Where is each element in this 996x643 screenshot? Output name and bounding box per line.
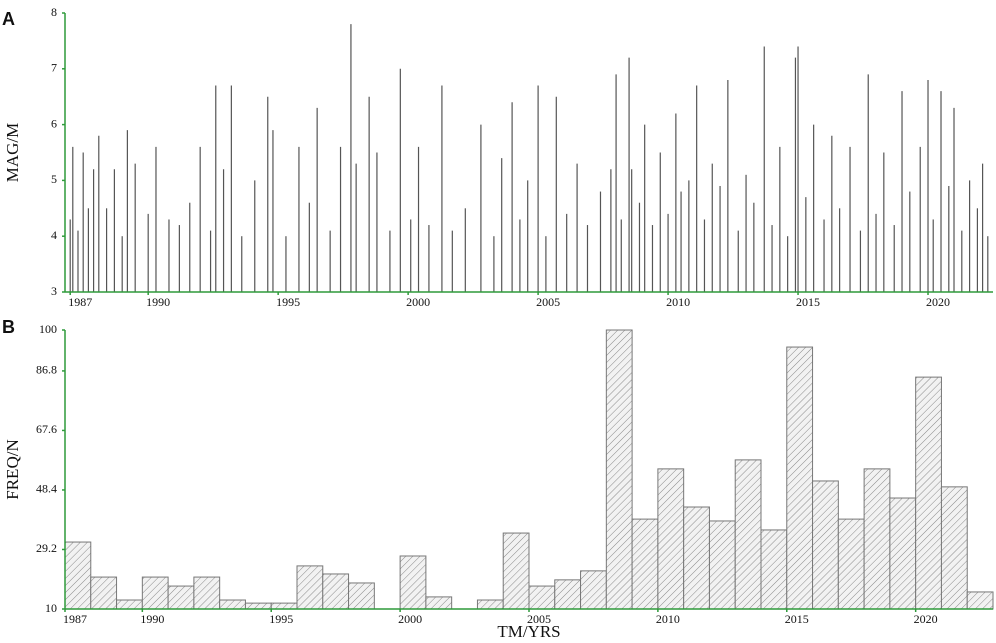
x-tick-label: 2005 [527,612,551,626]
bar [708,520,736,610]
bar [244,602,272,610]
x-tick-label: 1995 [269,612,293,626]
y-tick-label: 10 [45,601,57,615]
bar [167,585,195,610]
x-tick-label: 1990 [140,612,164,626]
bar [425,596,453,610]
x-tick-label: 1995 [276,295,300,309]
bar [219,599,246,610]
x-tick-label: 1987 [63,612,87,626]
x-tick-label: 2010 [666,295,690,309]
y-tick-label: 48.4 [36,482,57,496]
x-tick-label: 2020 [914,612,938,626]
y-tick-label: 4 [51,228,57,242]
x-tick-label: 2015 [785,612,809,626]
bar [64,541,92,610]
bar [812,480,839,610]
y-tick-label: 5 [51,172,57,186]
bar [90,576,118,610]
bar [141,576,169,610]
bar [837,518,865,610]
bar [657,468,685,610]
bar [528,585,556,610]
bar [322,573,350,610]
bar [605,329,633,610]
bar [915,376,942,610]
y-axis-label: MAG/M [3,123,22,183]
x-tick-label: 2000 [406,295,430,309]
y-tick-label: 29.2 [36,541,57,555]
y-tick-label: 8 [51,5,57,19]
bar [760,529,788,610]
bar [476,599,504,610]
bar [502,532,530,610]
x-tick-label: 1990 [146,295,170,309]
x-tick-label: 2015 [796,295,820,309]
panel-label: B [2,317,15,337]
bar [348,582,375,610]
y-axis-label: FREQ/N [3,439,22,499]
y-tick-label: 67.6 [36,422,57,436]
x-tick-label: 1987 [68,295,92,309]
bar [786,346,814,610]
bar [940,486,968,610]
bar [193,576,221,610]
bar [399,555,427,610]
bar [580,570,607,610]
y-tick-label: 7 [51,61,57,75]
bar [296,565,324,610]
bar [683,506,710,610]
y-tick-label: 6 [51,116,57,130]
y-tick-label: 100 [39,322,57,336]
x-axis-label: TM/YRS [497,622,560,641]
panel-label: A [2,9,15,29]
bar [734,459,762,610]
bar [270,602,298,610]
bar [889,497,917,610]
bar [631,518,659,610]
bar [116,599,143,610]
bar [966,591,994,610]
x-tick-label: 2020 [926,295,950,309]
x-tick-label: 2010 [656,612,680,626]
bar [554,579,582,610]
y-tick-label: 86.8 [36,363,57,377]
bar [863,468,891,610]
x-tick-label: 2005 [536,295,560,309]
y-tick-label: 3 [51,284,57,298]
x-tick-label: 2000 [398,612,422,626]
